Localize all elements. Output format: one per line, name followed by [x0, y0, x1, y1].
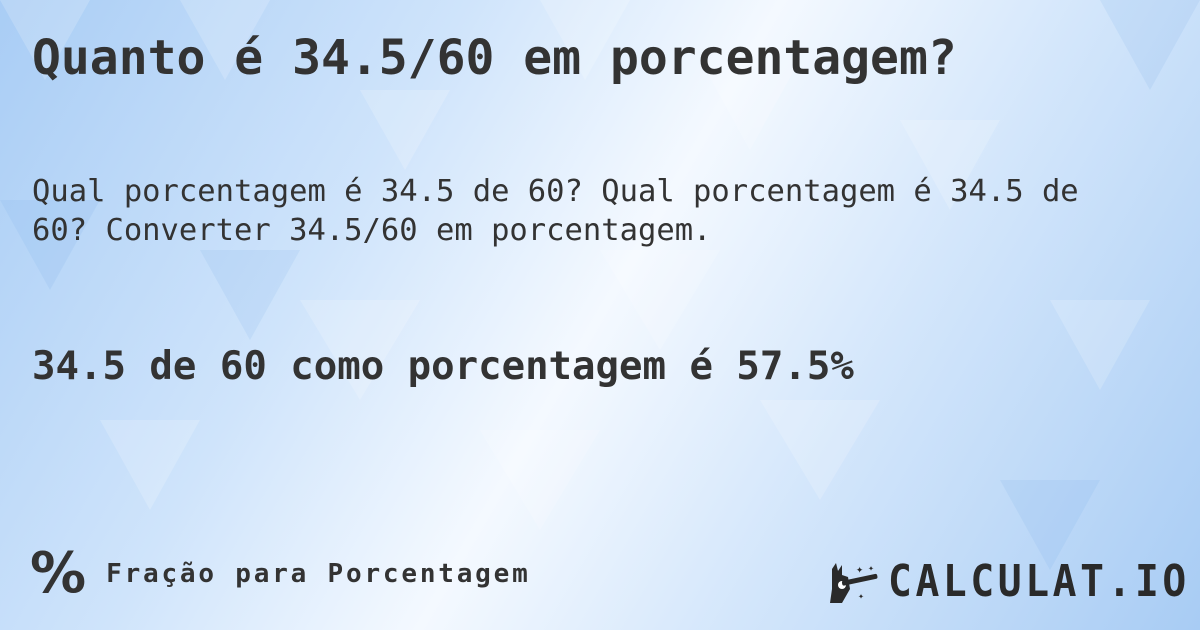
svg-text:✦: ✦ — [856, 562, 863, 576]
magic-hand-wand-icon: ✦ ✦ ✦ — [830, 562, 878, 603]
result-text: 34.5 de 60 como porcentagem é 57.5% — [32, 344, 854, 389]
logo-text: CALCULAT.IO — [888, 556, 1190, 607]
calculat-io-logo[interactable]: ✦ ✦ ✦ CALCULAT.IO — [828, 556, 1200, 607]
svg-text:✦: ✦ — [858, 591, 864, 602]
description: Qual porcentagem é 34.5 de 60? Qual porc… — [32, 174, 1079, 248]
footer-label: Fração para Porcentagem — [106, 559, 531, 589]
svg-text:✦: ✦ — [868, 563, 874, 574]
page-title: Quanto é 34.5/60 em porcentagem? — [32, 30, 957, 86]
percent-icon: % — [30, 541, 87, 606]
fraction-to-percentage-link[interactable]: % Fração para Porcentagem — [30, 546, 531, 602]
